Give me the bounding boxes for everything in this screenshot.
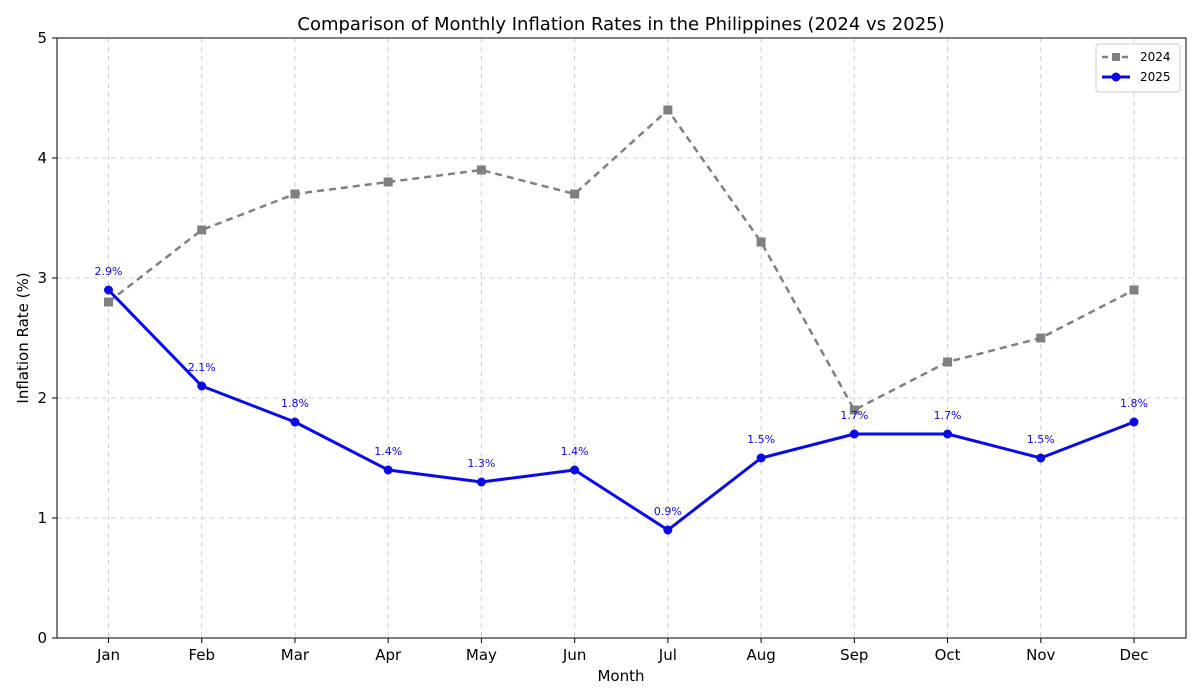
grid-layer [57, 38, 1186, 638]
point-2024-Sep [849, 405, 859, 415]
point-2024-Mar [290, 189, 300, 199]
x-tick-label: Oct [935, 646, 961, 664]
y-tick-label: 5 [37, 29, 47, 47]
chart-title: Comparison of Monthly Inflation Rates in… [297, 14, 944, 35]
series-line-2025 [107, 288, 1135, 532]
point-2024-Oct [943, 357, 953, 367]
data-label-Mar: 1.8% [281, 397, 309, 410]
data-label-Dec: 1.8% [1120, 397, 1148, 410]
series-line-2024 [107, 108, 1135, 412]
point-2024-Jan [104, 297, 113, 307]
series-2025: 2.9% 2.1% 1.8% 1.4% 1.3% 1.4% 0.9% 1.5% 1.7% 1.7%… [95, 265, 1148, 535]
data-label-Jun: 1.4% [561, 445, 589, 458]
x-tick-label: Aug [746, 646, 775, 664]
legend-2025-marker [1111, 72, 1121, 82]
y-axis-label: Inflation Rate (%) [14, 272, 32, 403]
series-layer: 2.9% 2.1% 1.8% 1.4% 1.3% 1.4% 0.9% 1.5% 1.7% 1.7%… [95, 105, 1148, 535]
data-label-Oct: 1.7% [934, 409, 962, 422]
series-2024 [104, 105, 1139, 415]
point-2024-May [476, 165, 486, 175]
data-label-May: 1.3% [467, 457, 495, 470]
point-2024-Dec [1129, 285, 1139, 295]
point-2025-Jan [104, 285, 113, 295]
x-tick-label: Dec [1119, 646, 1148, 664]
data-label-Feb: 2.1% [188, 361, 216, 374]
data-label-Jan: 2.9% [95, 265, 123, 278]
y-tick-label: 4 [37, 149, 47, 167]
point-2025-May [476, 477, 486, 487]
x-tick-label: Nov [1026, 646, 1055, 664]
x-tick-label: May [466, 646, 497, 664]
point-2025-Jul [663, 525, 673, 535]
x-tick-label: Mar [281, 646, 310, 664]
point-2025-Mar [290, 417, 300, 427]
data-label-Nov: 1.5% [1027, 433, 1055, 446]
y-tick-label: 3 [37, 269, 47, 287]
point-2024-Aug [756, 237, 766, 247]
legend-2024-label: 2024 [1140, 50, 1171, 64]
point-2025-Apr [383, 465, 393, 475]
y-tick-label: 0 [37, 629, 47, 647]
x-tick-label: Jun [562, 646, 586, 664]
x-tick-label: Jul [658, 646, 677, 664]
point-2025-Dec [1129, 417, 1139, 427]
ticks-layer: 0 1 2 3 4 5 Jan Feb Mar Apr May Jun Jul Aug Sep Oct Nov D… [37, 29, 1148, 664]
data-label-Aug: 1.5% [747, 433, 775, 446]
x-tick-label: Feb [188, 646, 215, 664]
point-2025-Jun [570, 465, 580, 475]
point-2025-Aug [756, 453, 766, 463]
x-tick-label: Apr [375, 646, 402, 664]
point-2025-Sep [849, 429, 859, 439]
data-label-Apr: 1.4% [374, 445, 402, 458]
point-2024-Apr [383, 177, 393, 187]
plot-frame [56, 37, 1187, 639]
x-tick-label: Sep [840, 646, 868, 664]
point-2024-Feb [197, 225, 207, 235]
legend-2025-label: 2025 [1140, 70, 1171, 84]
data-label-Jul: 0.9% [654, 505, 682, 518]
point-2025-Oct [943, 429, 953, 439]
point-2025-Feb [197, 381, 207, 391]
point-2025-Nov [1036, 453, 1046, 463]
data-label-Sep: 1.7% [840, 409, 868, 422]
x-tick-label: Jan [96, 646, 120, 664]
point-2024-Jul [663, 105, 673, 115]
point-2024-Nov [1036, 333, 1046, 343]
legend: 2024 2025 [1095, 43, 1181, 93]
legend-2024-marker [1112, 53, 1120, 61]
point-2024-Jun [570, 189, 580, 199]
y-tick-label: 1 [37, 509, 47, 527]
y-tick-label: 2 [37, 389, 47, 407]
x-axis-label: Month [597, 667, 644, 685]
